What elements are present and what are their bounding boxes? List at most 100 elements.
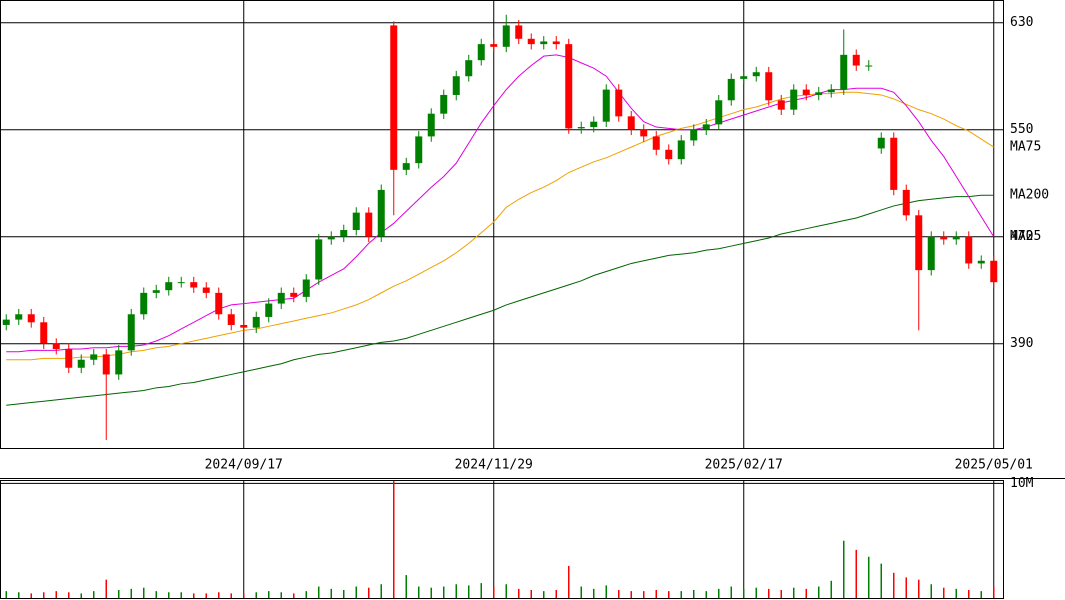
- legend-label: MA75: [1010, 140, 1041, 155]
- candle-body: [527, 38, 535, 45]
- candle-body: [277, 292, 285, 304]
- candle-body: [627, 116, 635, 130]
- volume-bar: [193, 593, 195, 598]
- volume-bar: [343, 589, 345, 598]
- volume-bar: [705, 591, 707, 598]
- candle-body: [102, 354, 110, 375]
- candle-body: [352, 212, 360, 231]
- candle-body: [377, 189, 385, 237]
- volume-bar: [18, 592, 20, 598]
- candle-body: [752, 72, 760, 77]
- volume-bar: [368, 587, 370, 598]
- y-tick-label: 470: [1010, 229, 1033, 244]
- volume-bar: [505, 584, 507, 598]
- volume-bar: [568, 565, 570, 598]
- candle-body: [227, 314, 235, 325]
- volume-bar: [768, 588, 770, 598]
- candle-body: [565, 44, 573, 129]
- volume-bar: [643, 591, 645, 598]
- candle-body: [177, 282, 185, 284]
- volume-bar: [868, 556, 870, 598]
- candle-body: [777, 100, 785, 110]
- candle-body: [27, 314, 35, 323]
- x-tick-label: 2025/05/01: [955, 458, 1033, 473]
- volume-bar: [68, 592, 70, 598]
- volume-bar: [43, 592, 45, 598]
- candle-body: [715, 100, 723, 125]
- candle-body: [915, 215, 923, 271]
- volume-bar: [993, 586, 995, 598]
- candle-body: [215, 292, 223, 315]
- volume-bar: [918, 579, 920, 598]
- legend-label: MA25: [1010, 229, 1041, 244]
- candle-body: [702, 124, 710, 130]
- volume-bar: [818, 586, 820, 598]
- candle-body: [452, 76, 460, 95]
- volume-bar: [130, 588, 132, 598]
- price-frame: [0, 0, 1004, 449]
- volume-bar: [543, 591, 545, 598]
- x-tick-label: 2024/09/17: [205, 458, 283, 473]
- volume-bar: [780, 589, 782, 598]
- candle-body: [465, 60, 473, 77]
- volume-bar: [468, 585, 470, 598]
- volume-bar: [793, 587, 795, 598]
- y-tick-label: 550: [1010, 122, 1033, 137]
- volume-bar: [668, 591, 670, 598]
- volume-bar: [980, 591, 982, 598]
- candle-body: [477, 44, 485, 61]
- candle-body: [827, 89, 835, 93]
- moving-average-line: [6, 194, 994, 406]
- volume-bar: [118, 589, 120, 598]
- candle-body: [52, 343, 60, 350]
- candle-body: [615, 89, 623, 117]
- volume-bar: [930, 584, 932, 598]
- volume-bar: [405, 575, 407, 598]
- volume-bar: [443, 586, 445, 598]
- candle-body: [965, 236, 973, 264]
- candle-body: [652, 136, 660, 150]
- candle-body: [390, 25, 398, 170]
- volume-bar: [530, 589, 532, 598]
- candle-body: [127, 314, 135, 351]
- volume-bar: [180, 592, 182, 598]
- volume-bar: [618, 589, 620, 598]
- volume-bar: [580, 586, 582, 598]
- candle-body: [727, 78, 735, 101]
- candle-body: [490, 44, 498, 47]
- volume-bar: [418, 586, 420, 598]
- candle-body: [65, 349, 73, 368]
- volume-bar: [480, 583, 482, 598]
- y-tick-label: 390: [1010, 336, 1033, 351]
- moving-average-line: [6, 91, 995, 361]
- volume-bar: [455, 584, 457, 598]
- candle-body: [290, 292, 298, 297]
- candle-body: [540, 41, 548, 45]
- candle-body: [677, 140, 685, 160]
- volume-bar: [393, 481, 395, 598]
- candle-body: [890, 137, 898, 190]
- candle-body: [15, 314, 23, 320]
- candle-body: [327, 236, 335, 240]
- volume-bar: [155, 591, 157, 598]
- candle-body: [865, 65, 873, 67]
- volume-bar: [355, 586, 357, 598]
- volume-bar: [55, 591, 57, 598]
- volume-bar: [555, 589, 557, 598]
- volume-bar: [955, 588, 957, 598]
- volume-frame: [0, 480, 1004, 599]
- volume-bar: [205, 593, 207, 598]
- candle-body: [940, 236, 948, 240]
- candle-body: [202, 287, 210, 293]
- candle-body: [365, 212, 373, 237]
- volume-bar: [243, 593, 245, 598]
- volume-bar: [293, 593, 295, 598]
- volume-bar: [518, 588, 520, 598]
- candle-body: [552, 41, 560, 45]
- volume-bar: [880, 563, 882, 598]
- volume-bar: [5, 591, 7, 598]
- candle-body: [640, 129, 648, 137]
- candle-body: [90, 354, 98, 360]
- volume-bar: [730, 586, 732, 598]
